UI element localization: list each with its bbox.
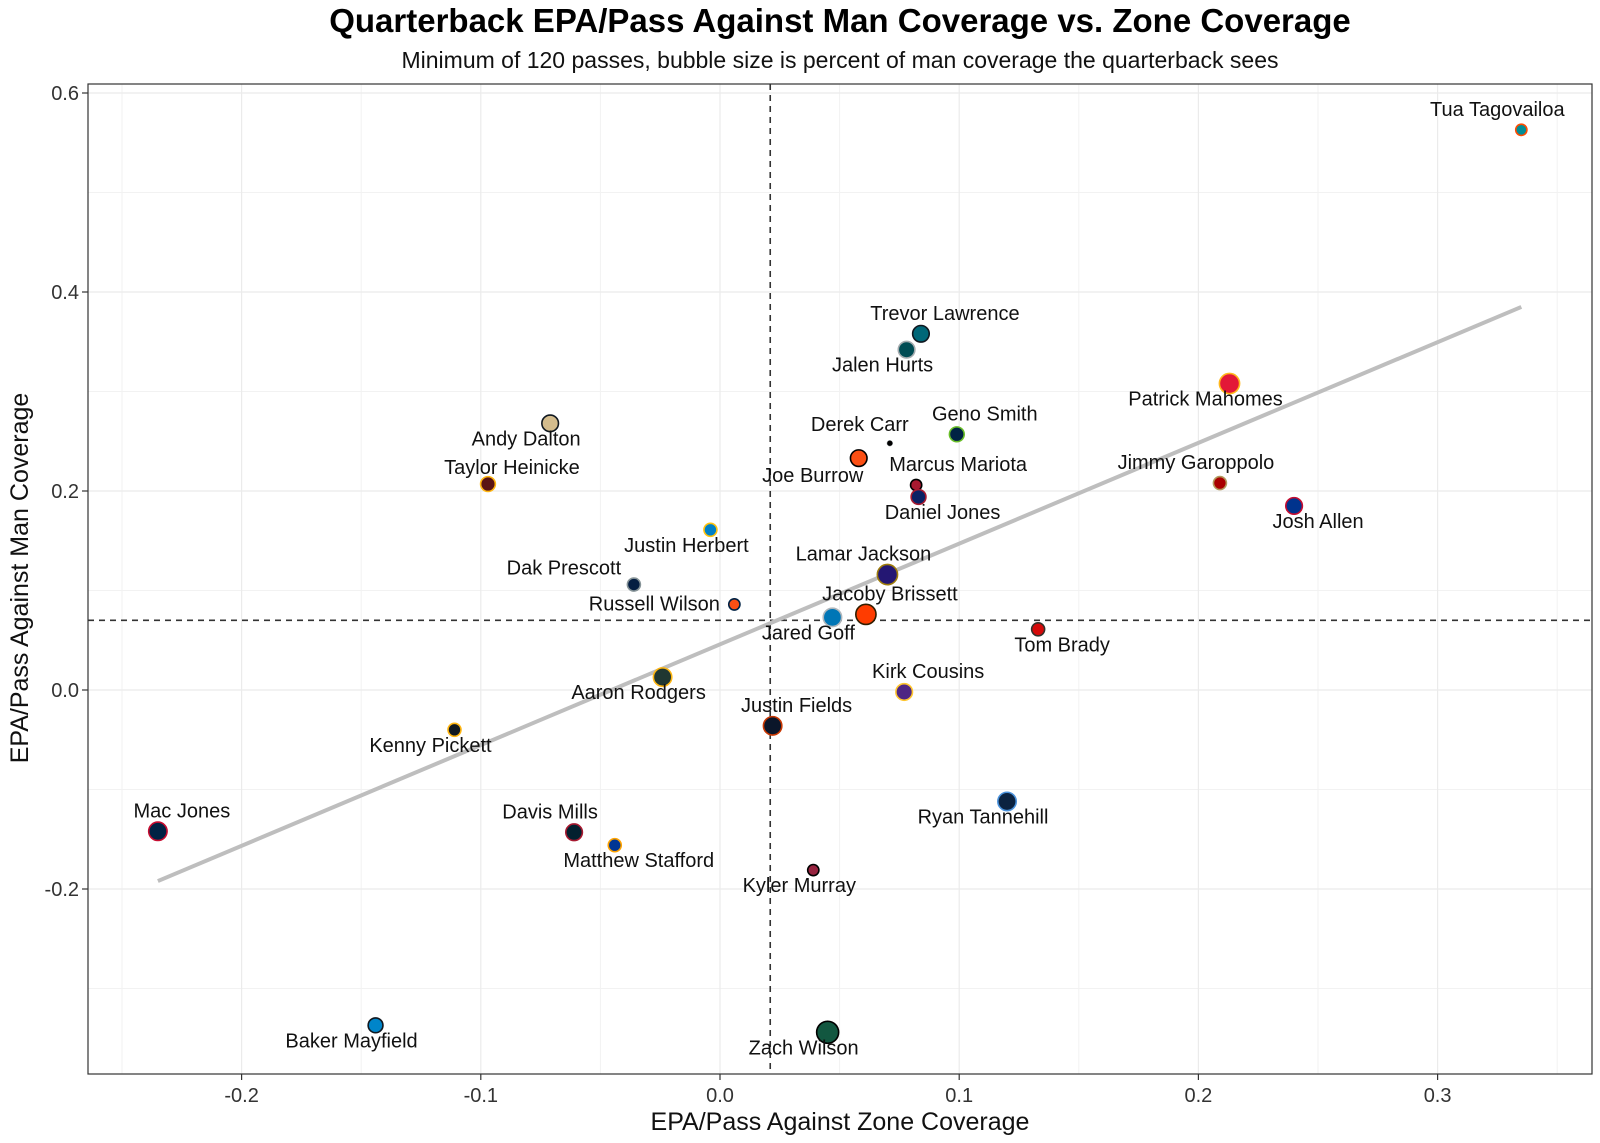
x-tick-label: -0.2	[224, 1085, 258, 1107]
point-josh-allen	[1284, 496, 1304, 516]
x-tick-label: 0.0	[706, 1085, 734, 1107]
point-aaron-rodgers	[652, 667, 673, 688]
point-mac-jones	[147, 821, 168, 842]
point-daniel-jones	[910, 488, 927, 506]
point-kenny-pickett	[447, 722, 462, 738]
label-aaron-rodgers: Aaron Rodgers	[571, 682, 706, 704]
point-justin-fields	[762, 715, 783, 736]
label-kenny-pickett: Kenny Pickett	[369, 735, 492, 757]
point-joe-burrow	[849, 449, 868, 468]
label-mac-jones: Mac Jones	[134, 800, 231, 822]
label-ryan-tannehill: Ryan Tannehill	[918, 806, 1049, 828]
point-geno-smith	[948, 426, 966, 443]
point-tua-tagovailoa	[1514, 123, 1528, 137]
label-russell-wilson: Russell Wilson	[589, 593, 720, 615]
point-jared-goff	[822, 607, 843, 628]
grid	[88, 84, 1592, 1074]
chart-title: Quarterback EPA/Pass Against Man Coverag…	[329, 2, 1351, 39]
label-marcus-mariota: Marcus Mariota	[889, 454, 1028, 476]
point-zach-wilson	[815, 1020, 840, 1045]
point-labels: Tua Tagovailoa Trevor Lawrence Jalen Hurts…	[134, 99, 1566, 1059]
y-tick-label: 0.4	[51, 282, 79, 304]
y-tick-label: -0.2	[45, 879, 79, 901]
label-trevor-lawrence: Trevor Lawrence	[870, 303, 1019, 325]
label-josh-allen: Josh Allen	[1272, 511, 1363, 533]
data-points	[147, 123, 1528, 1045]
point-jacoby-brissett	[855, 603, 877, 626]
point-trevor-lawrence	[911, 324, 931, 343]
trend-line	[157, 305, 1523, 883]
label-dak-prescott: Dak Prescott	[507, 558, 622, 580]
x-tick-label: 0.1	[945, 1085, 973, 1107]
trend-line-group	[157, 305, 1523, 883]
point-andy-dalton	[541, 414, 560, 433]
label-derek-carr: Derek Carr	[811, 414, 909, 436]
x-tick-label: -0.1	[464, 1085, 498, 1107]
label-daniel-jones: Daniel Jones	[885, 502, 1001, 524]
label-geno-smith: Geno Smith	[932, 403, 1038, 425]
point-ryan-tannehill	[997, 791, 1018, 812]
plot-border	[87, 83, 1593, 1075]
label-taylor-heinicke: Taylor Heinicke	[444, 457, 580, 479]
point-jimmy-garoppolo	[1212, 475, 1228, 491]
point-tom-brady	[1030, 622, 1046, 637]
y-axis-label: EPA/Pass Against Man Coverage	[6, 393, 34, 764]
point-justin-herbert	[703, 522, 718, 538]
point-kirk-cousins	[895, 682, 914, 702]
label-andy-dalton: Andy Dalton	[472, 428, 581, 450]
y-tick-label: 0.6	[51, 83, 79, 105]
label-davis-mills: Davis Mills	[502, 801, 598, 823]
label-justin-herbert: Justin Herbert	[624, 535, 749, 557]
x-tick-label: 0.3	[1424, 1085, 1452, 1107]
x-tick-label: 0.2	[1184, 1085, 1212, 1107]
y-tick-label: 0.2	[51, 481, 79, 503]
label-matthew-stafford: Matthew Stafford	[563, 850, 714, 872]
x-axis-label: EPA/Pass Against Zone Coverage	[651, 1108, 1030, 1136]
axis-ticks: -0.2 -0.1 0.0 0.1 0.2 0.3 -0.2 0.0 0.2 0.4 0.6	[45, 83, 1452, 1107]
label-lamar-jackson: Lamar Jackson	[796, 544, 932, 566]
point-taylor-heinicke	[479, 475, 497, 493]
point-lamar-jackson	[876, 563, 899, 586]
y-tick-label: 0.0	[51, 680, 79, 702]
point-baker-mayfield	[367, 1017, 384, 1034]
label-patrick-mahomes: Patrick Mahomes	[1128, 389, 1283, 411]
point-kyler-murray	[806, 863, 820, 877]
point-derek-carr	[886, 440, 893, 447]
chart-subtitle: Minimum of 120 passes, bubble size is pe…	[401, 47, 1278, 73]
label-kyler-murray: Kyler Murray	[743, 875, 856, 897]
label-jared-goff: Jared Goff	[762, 622, 855, 644]
label-baker-mayfield: Baker Mayfield	[285, 1030, 417, 1052]
plot-frame	[87, 83, 1593, 1075]
label-jacoby-brissett: Jacoby Brissett	[822, 583, 958, 605]
point-matthew-stafford	[607, 837, 623, 853]
point-davis-mills	[564, 823, 584, 842]
label-zach-wilson: Zach Wilson	[749, 1037, 859, 1059]
point-dak-prescott	[626, 577, 642, 592]
label-kirk-cousins: Kirk Cousins	[872, 661, 984, 683]
label-joe-burrow: Joe Burrow	[762, 465, 864, 487]
label-justin-fields: Justin Fields	[741, 695, 852, 717]
label-tua-tagovailoa: Tua Tagovailoa	[1430, 99, 1565, 121]
label-jimmy-garoppolo: Jimmy Garoppolo	[1118, 452, 1275, 474]
point-russell-wilson	[727, 598, 741, 611]
label-tom-brady: Tom Brady	[1014, 634, 1110, 656]
point-jalen-hurts	[897, 340, 916, 359]
label-jalen-hurts: Jalen Hurts	[832, 355, 933, 377]
point-patrick-mahomes	[1218, 372, 1241, 395]
